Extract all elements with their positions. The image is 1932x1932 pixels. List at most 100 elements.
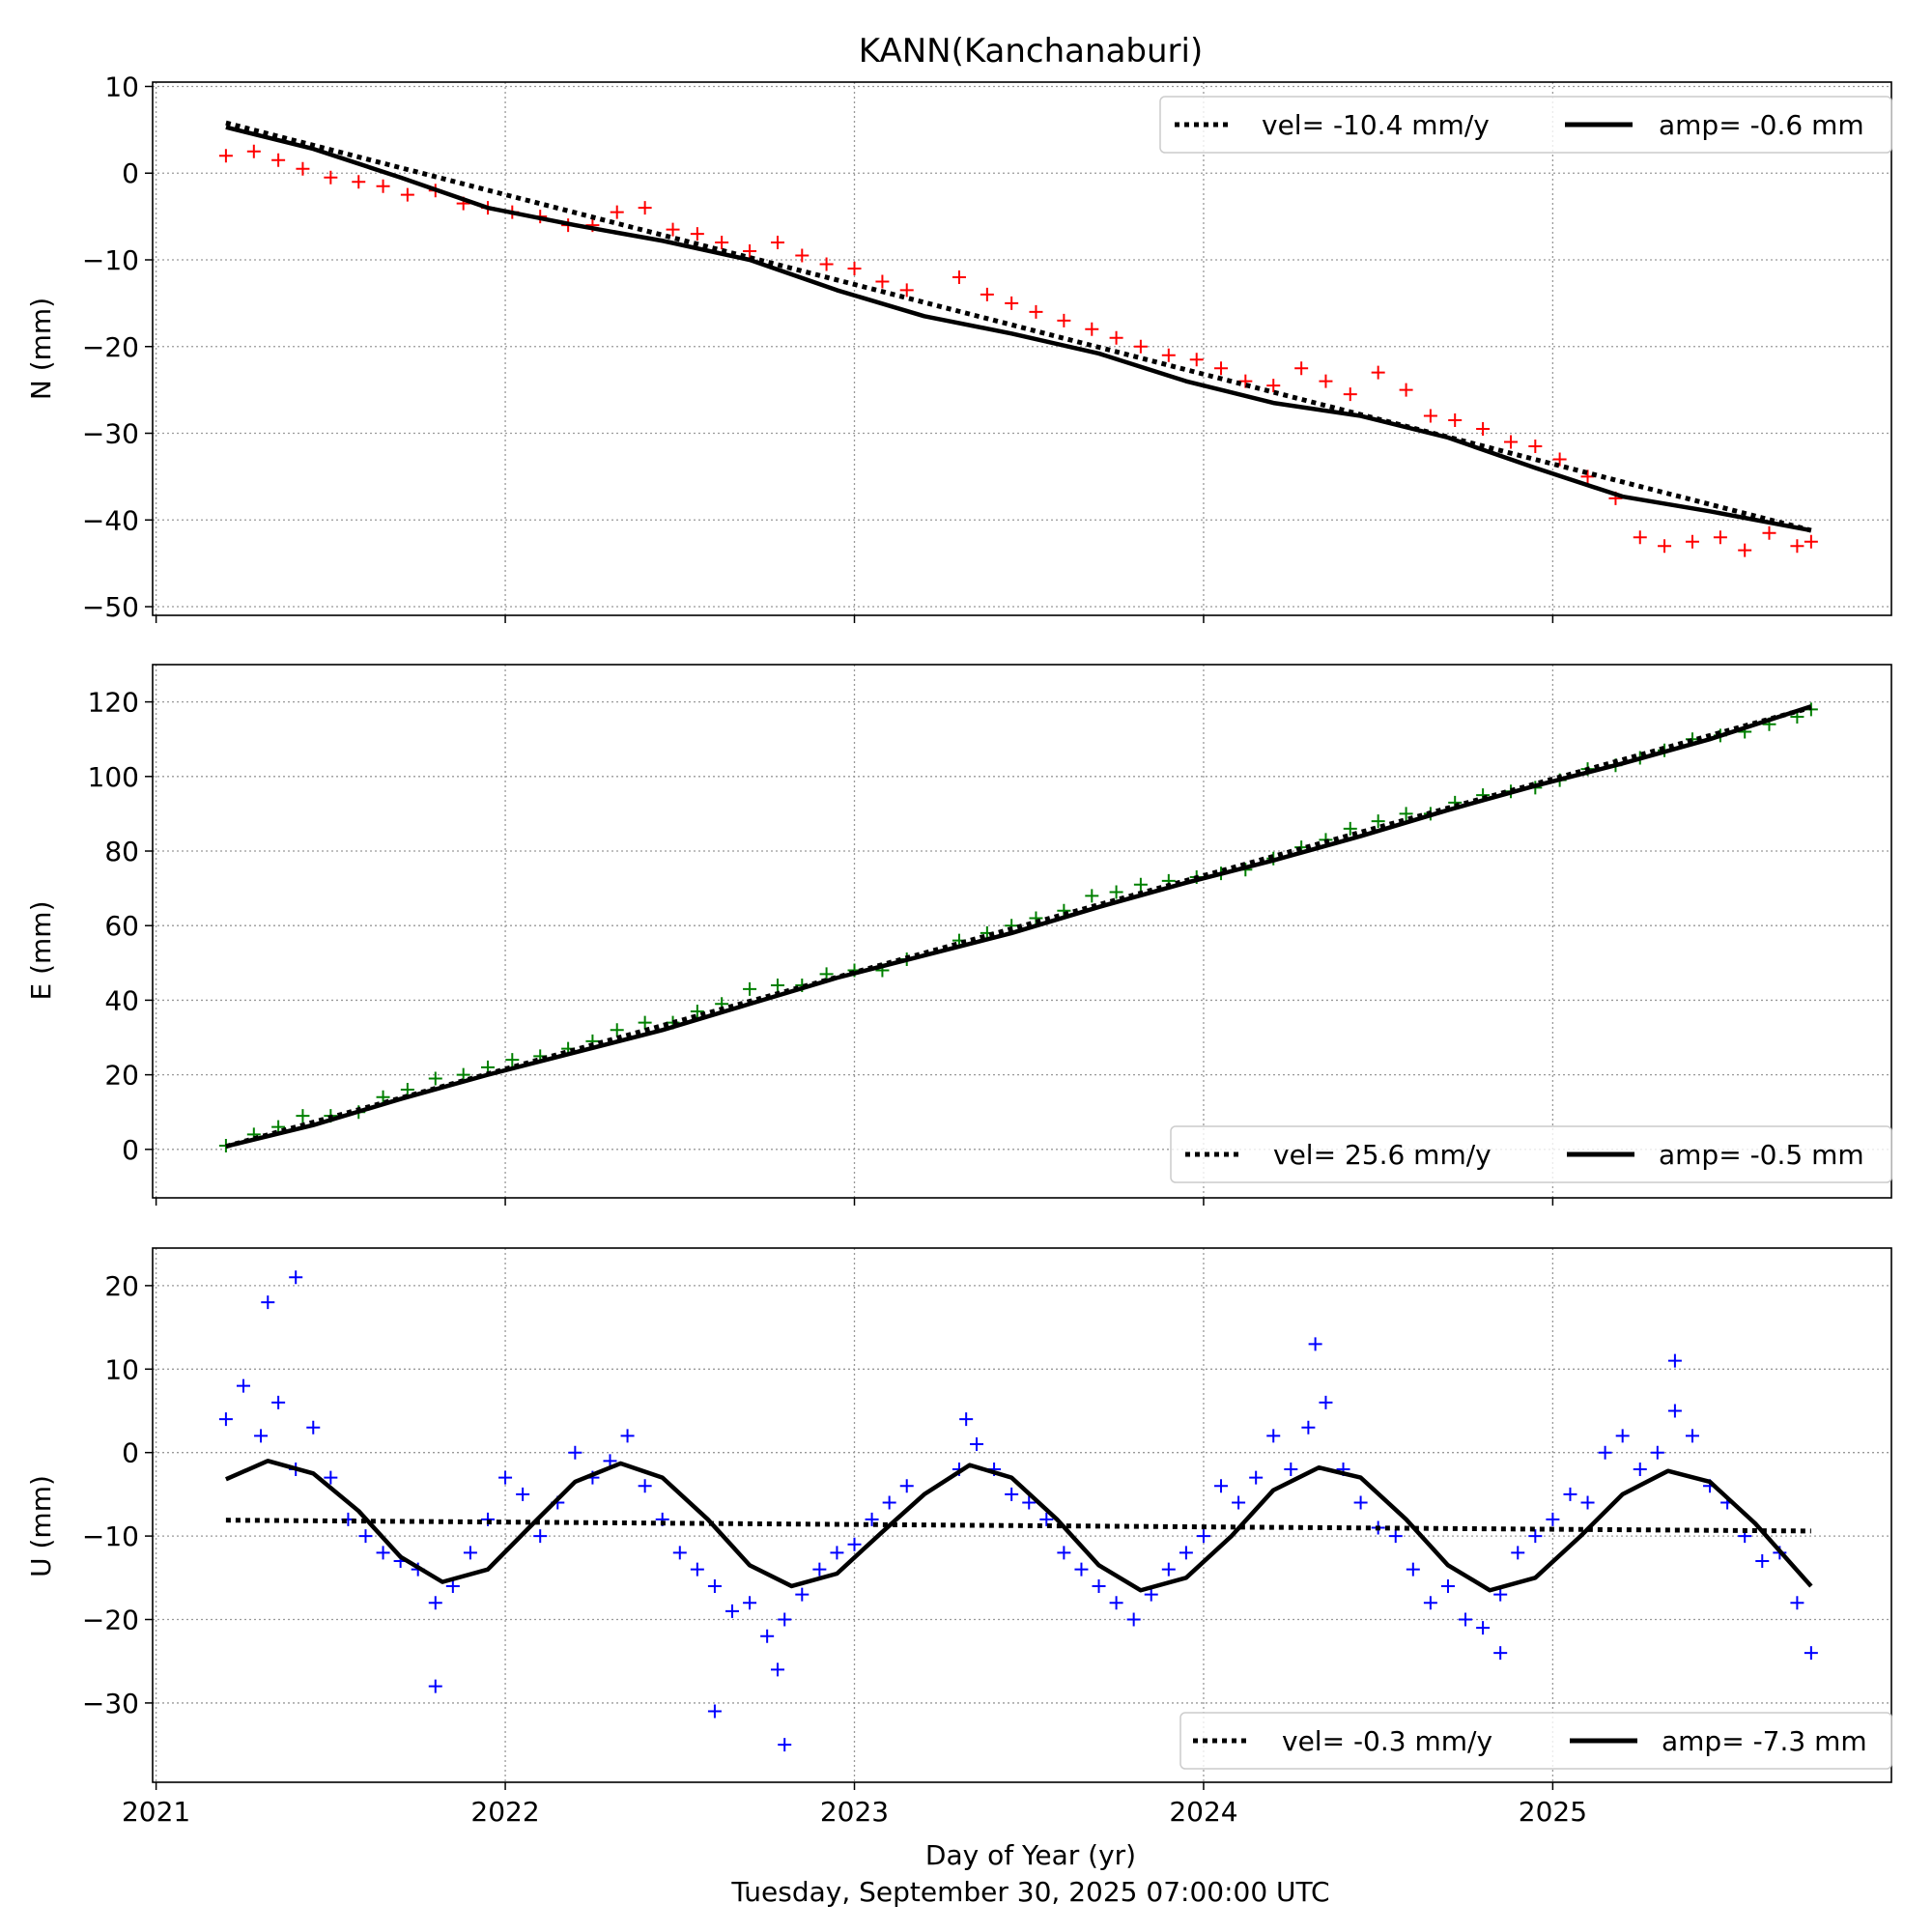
xtick-label: 2024	[1169, 1796, 1237, 1828]
east-data-point	[1371, 814, 1385, 829]
up-data-point	[1685, 1429, 1699, 1443]
up-velocity-fit-line	[225, 1518, 1811, 1534]
up-ytick-label: −30	[82, 1688, 139, 1719]
up-data-point	[1319, 1395, 1333, 1409]
north-ytick-label: −30	[82, 418, 139, 450]
up-data-point	[1493, 1646, 1508, 1661]
up-data-point	[1005, 1487, 1019, 1501]
up-data-point	[1615, 1429, 1630, 1443]
up-data-point	[1232, 1495, 1246, 1510]
east-ytick-label: 80	[104, 836, 139, 867]
up-data-point	[236, 1378, 250, 1393]
up-data-point	[516, 1487, 530, 1501]
north-data-point	[1214, 361, 1229, 376]
up-data-point	[1476, 1621, 1491, 1635]
north-data-point	[690, 227, 704, 242]
east-data-point	[1399, 807, 1413, 821]
north-data-point	[296, 161, 310, 176]
north-data-point	[218, 149, 233, 163]
north-legend: vel= -10.4 mm/y amp= -0.6 mm	[1159, 96, 1892, 154]
up-data-point	[1667, 1404, 1682, 1418]
north-ylabel: N (mm)	[25, 298, 57, 400]
east-ytick-label: 120	[88, 687, 139, 719]
up-data-point	[847, 1537, 862, 1551]
up-data-point	[707, 1578, 722, 1593]
north-data-point	[1057, 313, 1071, 327]
up-axes-frame	[152, 1247, 1892, 1783]
up-data-point	[428, 1596, 442, 1610]
east-data-point	[638, 1015, 652, 1030]
up-grid	[153, 1248, 1891, 1782]
north-data-point	[1423, 409, 1437, 423]
up-legend-box	[1179, 1712, 1892, 1770]
east-data-point	[400, 1083, 414, 1097]
up-data-point	[638, 1479, 652, 1493]
up-data-point	[1266, 1429, 1281, 1443]
up-data-point	[376, 1546, 390, 1560]
north-data-point	[1294, 361, 1309, 376]
up-data-point	[289, 1270, 303, 1285]
north-data-point	[1580, 469, 1595, 484]
up-ytick-label: 20	[104, 1270, 139, 1302]
up-data-point	[254, 1429, 269, 1443]
xtick-label: 2021	[122, 1796, 190, 1828]
up-data-point	[1388, 1529, 1403, 1544]
panel-north: 10 0 −10 −20 −30 −40 −50 N (mm) vel= -10.4 mm/…	[25, 71, 1892, 623]
up-data-point	[1755, 1554, 1770, 1569]
north-data-point	[1005, 296, 1019, 310]
up-data-point	[445, 1578, 460, 1593]
east-data-point	[1085, 889, 1099, 903]
north-data-point	[1448, 413, 1463, 428]
up-data-point	[743, 1596, 757, 1610]
east-data-point	[690, 1004, 704, 1018]
up-data-point	[1039, 1512, 1054, 1526]
up-data-point	[690, 1562, 704, 1577]
east-axes-frame	[152, 664, 1892, 1199]
east-data-point	[296, 1109, 310, 1123]
up-data-point	[1092, 1578, 1106, 1593]
up-data-point	[1406, 1562, 1420, 1577]
north-data-point	[1738, 543, 1752, 557]
up-data-point	[533, 1529, 548, 1544]
north-data-point	[795, 248, 810, 263]
panel-east: 120 100 80 60 40 20 0 E (mm) vel= 25.6 mm/y am…	[25, 664, 1892, 1206]
east-legend-box	[1170, 1125, 1892, 1183]
up-data-points	[218, 1270, 1818, 1752]
up-data-point	[1126, 1612, 1141, 1627]
up-data-point	[1563, 1487, 1577, 1501]
north-data-point	[1238, 374, 1253, 388]
east-data-point	[1343, 821, 1357, 836]
up-data-point	[1196, 1529, 1210, 1544]
east-data-point	[743, 981, 757, 996]
up-data-point	[725, 1604, 739, 1618]
up-data-point	[1493, 1587, 1508, 1602]
east-data-point	[428, 1071, 442, 1086]
north-data-point	[1189, 353, 1204, 367]
up-data-point	[568, 1445, 582, 1460]
north-velocity-fit-line	[225, 120, 1812, 533]
north-ytick-label: −20	[82, 331, 139, 363]
up-ytick-label: 0	[122, 1437, 139, 1469]
east-grid	[153, 665, 1891, 1198]
north-legend-velocity-label: vel= -10.4 mm/y	[1262, 109, 1490, 141]
up-data-point	[1214, 1479, 1229, 1493]
east-legend-velocity-label: vel= 25.6 mm/y	[1273, 1139, 1492, 1171]
east-data-point	[505, 1053, 520, 1067]
x-axis-label: Day of Year (yr)	[925, 1839, 1136, 1871]
north-data-point	[847, 261, 862, 275]
north-legend-amplitude-label: amp= -0.6 mm	[1659, 109, 1864, 141]
up-plot-area: 20 10 0 −10 −20 −30 2021 2022 2023 2024 2025	[82, 1247, 1892, 1828]
east-data-point	[1109, 885, 1123, 899]
north-grid	[153, 82, 1891, 615]
north-data-point	[1371, 365, 1385, 380]
north-plot-area: 10 0 −10 −20 −30 −40 −50	[82, 71, 1892, 623]
north-data-point	[1109, 330, 1123, 345]
north-data-point	[770, 236, 784, 250]
up-data-point	[1144, 1587, 1158, 1602]
up-data-point	[463, 1546, 477, 1560]
up-legend: vel= -0.3 mm/y amp= -7.3 mm	[1179, 1712, 1892, 1770]
up-data-point	[358, 1529, 373, 1544]
up-data-point	[882, 1495, 896, 1510]
north-data-point	[324, 170, 338, 185]
east-ytick-label: 100	[88, 761, 139, 793]
